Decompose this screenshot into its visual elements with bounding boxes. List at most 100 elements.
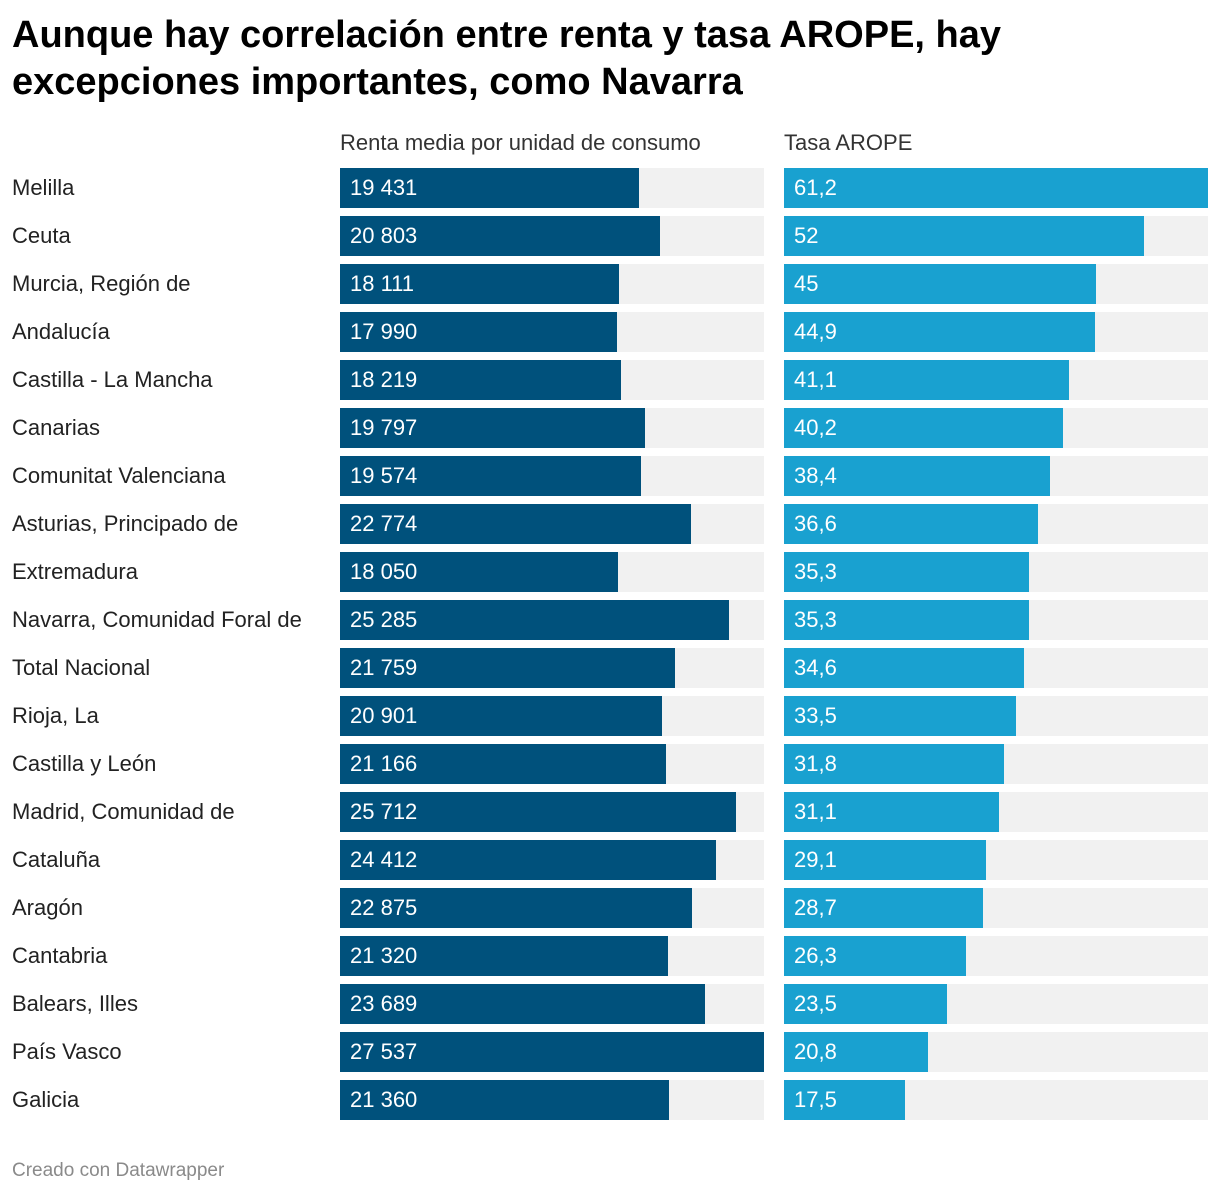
renta-bar — [340, 936, 668, 976]
renta-bar-track: 25 712 — [340, 792, 764, 832]
renta-bar — [340, 792, 736, 832]
chart-row: Comunitat Valenciana 19 574 38,4 — [0, 456, 1220, 496]
arope-bar-track: 38,4 — [784, 456, 1208, 496]
arope-bar — [784, 936, 966, 976]
arope-bar — [784, 216, 1144, 256]
arope-bar-track: 31,1 — [784, 792, 1208, 832]
renta-bar-track: 18 111 — [340, 264, 764, 304]
renta-bar-track: 19 797 — [340, 408, 764, 448]
renta-bar — [340, 216, 660, 256]
renta-value-label: 18 111 — [350, 271, 415, 296]
arope-bar-track: 40,2 — [784, 408, 1208, 448]
arope-bar-track: 35,3 — [784, 552, 1208, 592]
renta-bar — [340, 888, 692, 928]
renta-bar — [340, 984, 705, 1024]
chart-row: Aragón 22 875 28,7 — [0, 888, 1220, 928]
renta-value-label: 19 574 — [350, 463, 418, 488]
category-label: Castilla - La Mancha — [12, 367, 213, 392]
chart-row: Castilla y León 21 166 31,8 — [0, 744, 1220, 784]
arope-value-label: 40,2 — [794, 415, 837, 440]
renta-value-label: 24 412 — [350, 847, 418, 872]
renta-bar-track: 20 901 — [340, 696, 764, 736]
category-label: Melilla — [12, 175, 75, 200]
renta-bar — [340, 552, 618, 592]
arope-bar — [784, 888, 983, 928]
arope-value-label: 52 — [794, 223, 819, 248]
arope-bar-track: 17,5 — [784, 1080, 1208, 1120]
category-label: Murcia, Región de — [12, 271, 191, 296]
arope-value-label: 35,3 — [794, 559, 837, 584]
arope-bar — [784, 1080, 905, 1120]
chart-row: Total Nacional 21 759 34,6 — [0, 648, 1220, 688]
arope-bar-track: 34,6 — [784, 648, 1208, 688]
arope-value-label: 17,5 — [794, 1087, 837, 1112]
chart-row: Navarra, Comunidad Foral de 25 285 35,3 — [0, 600, 1220, 640]
arope-bar — [784, 264, 1096, 304]
column-header-renta: Renta media por unidad de consumo — [340, 130, 701, 155]
column-header-arope: Tasa AROPE — [784, 130, 913, 155]
renta-bar — [340, 504, 691, 544]
chart-row: Murcia, Región de 18 111 45 — [0, 264, 1220, 304]
renta-bar-track: 27 537 — [340, 1032, 764, 1072]
renta-bar — [340, 408, 645, 448]
arope-bar-track: 41,1 — [784, 360, 1208, 400]
renta-value-label: 20 901 — [350, 703, 418, 728]
renta-bar — [340, 840, 716, 880]
arope-bar-track: 45 — [784, 264, 1208, 304]
chart-row: País Vasco 27 537 20,8 — [0, 1032, 1220, 1072]
arope-bar — [784, 648, 1024, 688]
category-label: Rioja, La — [12, 703, 99, 728]
chart-row: Ceuta 20 803 52 — [0, 216, 1220, 256]
renta-bar — [340, 600, 729, 640]
arope-bar-track: 28,7 — [784, 888, 1208, 928]
renta-bar — [340, 360, 621, 400]
chart-row: Melilla 19 431 61,2 — [0, 168, 1220, 208]
category-label: Navarra, Comunidad Foral de — [12, 607, 302, 632]
arope-value-label: 35,3 — [794, 607, 837, 632]
credit-footer: Creado con Datawrapper — [12, 1160, 225, 1181]
renta-bar-track: 19 574 — [340, 456, 764, 496]
arope-bar-track: 23,5 — [784, 984, 1208, 1024]
renta-bar-track: 24 412 — [340, 840, 764, 880]
category-label: Andalucía — [12, 319, 110, 344]
arope-bar — [784, 984, 947, 1024]
arope-bar — [784, 792, 999, 832]
chart-row: Galicia 21 360 17,5 — [0, 1080, 1220, 1120]
arope-value-label: 23,5 — [794, 991, 837, 1016]
renta-value-label: 25 285 — [350, 607, 418, 632]
renta-bar — [340, 696, 662, 736]
arope-value-label: 45 — [794, 271, 819, 296]
category-label: Galicia — [12, 1087, 80, 1112]
arope-bar-track: 61,2 — [784, 168, 1208, 208]
category-label: Castilla y León — [12, 751, 157, 776]
arope-value-label: 34,6 — [794, 655, 837, 680]
arope-bar-track: 36,6 — [784, 504, 1208, 544]
arope-bar-track: 35,3 — [784, 600, 1208, 640]
renta-bar — [340, 744, 666, 784]
category-label: Cantabria — [12, 943, 108, 968]
category-label: Comunitat Valenciana — [12, 463, 226, 488]
arope-bar — [784, 696, 1016, 736]
renta-value-label: 25 712 — [350, 799, 418, 824]
arope-value-label: 28,7 — [794, 895, 837, 920]
arope-bar — [784, 744, 1004, 784]
arope-bar-track: 33,5 — [784, 696, 1208, 736]
renta-bar-track: 17 990 — [340, 312, 764, 352]
arope-bar — [784, 456, 1050, 496]
chart-row: Canarias 19 797 40,2 — [0, 408, 1220, 448]
renta-bar-track: 18 050 — [340, 552, 764, 592]
chart-row: Asturias, Principado de 22 774 36,6 — [0, 504, 1220, 544]
renta-value-label: 17 990 — [350, 319, 418, 344]
arope-bar — [784, 504, 1038, 544]
renta-value-label: 18 050 — [350, 559, 418, 584]
renta-bar-track: 22 875 — [340, 888, 764, 928]
arope-bar — [784, 600, 1029, 640]
arope-value-label: 44,9 — [794, 319, 837, 344]
chart-row: Extremadura 18 050 35,3 — [0, 552, 1220, 592]
arope-bar — [784, 408, 1063, 448]
renta-value-label: 22 774 — [350, 511, 418, 536]
renta-value-label: 19 431 — [350, 175, 418, 200]
renta-bar-track: 20 803 — [340, 216, 764, 256]
arope-bar-track: 20,8 — [784, 1032, 1208, 1072]
renta-bar-track: 23 689 — [340, 984, 764, 1024]
